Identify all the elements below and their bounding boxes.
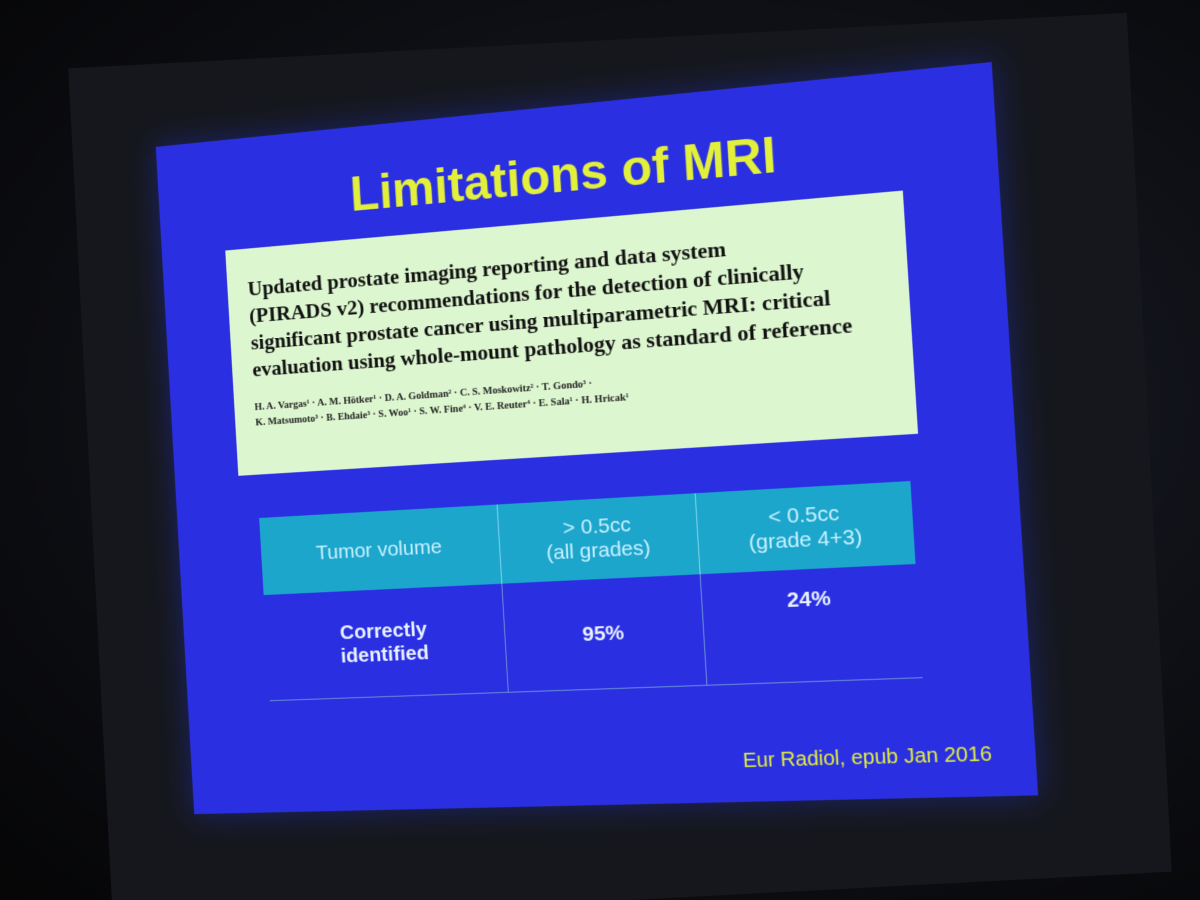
paper-title: Updated prostate imaging reporting and d… [247,221,889,383]
slide: Limitations of MRI Updated prostate imag… [155,62,1039,815]
citation: Eur Radiol, epub Jan 2016 [742,742,993,773]
data-cell: 95% [501,574,708,693]
header-cell: Tumor volume [259,504,502,596]
header-cell: < 0.5cc (grade 4+3) [695,481,916,575]
row-label: Correctly identified [263,583,509,701]
results-table: Tumor volume > 0.5cc (all grades) < 0.5cc… [259,481,923,701]
cell-line: Tumor volume [315,535,443,565]
cell-line: 24% [786,586,832,613]
paper-box: Updated prostate imaging reporting and d… [225,190,919,476]
data-cell: 24% [700,563,923,686]
header-cell: > 0.5cc (all grades) [496,493,701,584]
cell-line: 95% [581,620,625,646]
